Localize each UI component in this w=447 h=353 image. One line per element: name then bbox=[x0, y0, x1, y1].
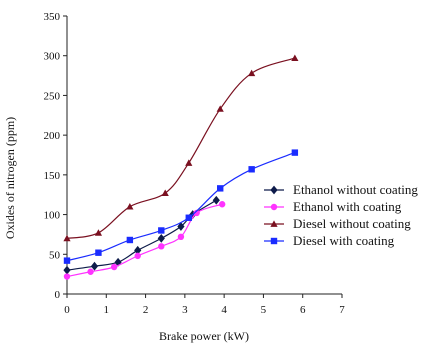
data-point bbox=[212, 195, 220, 205]
data-point bbox=[90, 261, 99, 271]
x-tick-label: 7 bbox=[339, 304, 345, 316]
data-point bbox=[157, 234, 165, 243]
data-point bbox=[218, 201, 226, 208]
data-point bbox=[63, 265, 71, 275]
legend: Ethanol without coating Ethanol with coat… bbox=[264, 182, 418, 248]
x-tick-label: 4 bbox=[221, 304, 227, 316]
data-point bbox=[291, 149, 299, 156]
y-tick-label: 300 bbox=[44, 51, 61, 63]
data-point bbox=[95, 249, 102, 256]
y-tick-label: 250 bbox=[44, 90, 61, 102]
data-point bbox=[134, 245, 142, 255]
x-tick-label: 3 bbox=[182, 304, 188, 316]
x-axis-title: Brake power (kW) bbox=[159, 329, 249, 343]
x-tick-label: 0 bbox=[64, 304, 70, 316]
y-tick-label: 50 bbox=[49, 249, 61, 261]
y-tick-label: 150 bbox=[44, 170, 61, 182]
legend-label: Ethanol with coating bbox=[293, 199, 402, 214]
series-ethanol-without-coating bbox=[63, 195, 220, 275]
series-ethanol-with-coating bbox=[63, 201, 226, 280]
x-tick-label: 2 bbox=[143, 304, 149, 316]
data-point bbox=[185, 159, 193, 166]
data-point bbox=[177, 222, 185, 231]
data-point bbox=[177, 233, 185, 241]
legend-item: Diesel with coating bbox=[264, 233, 395, 248]
series-diesel-without-coating bbox=[63, 54, 299, 242]
data-point bbox=[126, 203, 134, 210]
legend-label: Diesel with coating bbox=[293, 233, 395, 248]
legend-marker bbox=[270, 237, 278, 245]
legend-item: Diesel without coating bbox=[264, 216, 411, 231]
data-point bbox=[63, 234, 71, 242]
legend-marker bbox=[270, 220, 278, 227]
legend-item: Ethanol with coating bbox=[264, 199, 402, 214]
x-tick-label: 1 bbox=[104, 304, 110, 316]
data-point bbox=[110, 263, 118, 271]
data-point bbox=[217, 185, 224, 192]
data-point bbox=[87, 268, 94, 275]
y-tick-label: 100 bbox=[44, 210, 61, 222]
x-tick-label: 5 bbox=[261, 304, 267, 316]
data-point bbox=[291, 54, 299, 61]
data-point bbox=[94, 229, 103, 236]
data-point bbox=[185, 214, 192, 221]
x-tick-label: 6 bbox=[300, 304, 306, 316]
y-axis-title: Oxides of nitrogen (ppm) bbox=[3, 117, 17, 239]
series-layer bbox=[63, 54, 299, 280]
series-line bbox=[66, 152, 296, 262]
series-line bbox=[66, 57, 296, 239]
data-point bbox=[63, 257, 71, 264]
data-point bbox=[126, 236, 134, 244]
data-point bbox=[216, 105, 224, 112]
data-point bbox=[158, 243, 165, 250]
axes: 0 50 100 150 200 250 300 350 0 1 2 3 4 5 6 7 bbox=[44, 11, 346, 316]
series-diesel-with-coating bbox=[63, 149, 299, 264]
y-tick-label: 0 bbox=[55, 289, 61, 301]
data-point bbox=[134, 252, 141, 260]
legend-label: Ethanol without coating bbox=[293, 182, 418, 197]
legend-label: Diesel without coating bbox=[293, 216, 411, 231]
data-point bbox=[158, 227, 165, 234]
legend-item: Ethanol without coating bbox=[264, 182, 418, 197]
data-point bbox=[248, 69, 256, 77]
legend-marker bbox=[270, 185, 278, 195]
y-tick-label: 200 bbox=[44, 130, 61, 142]
data-point bbox=[161, 189, 169, 197]
data-point bbox=[248, 166, 255, 173]
data-point bbox=[114, 257, 122, 267]
y-tick-label: 350 bbox=[44, 11, 61, 23]
legend-marker bbox=[270, 203, 278, 211]
data-point bbox=[193, 209, 200, 217]
data-point bbox=[63, 273, 71, 280]
